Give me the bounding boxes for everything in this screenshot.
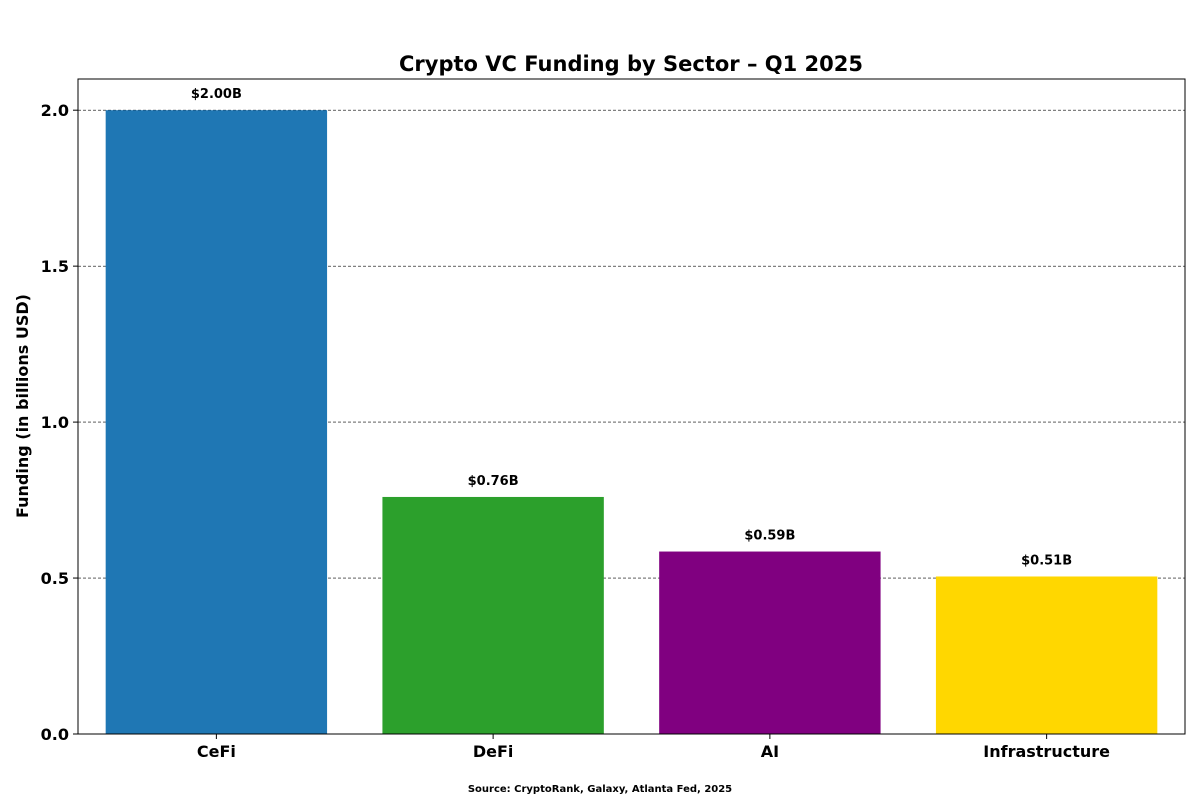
y-tick-label: 0.0 xyxy=(41,725,69,744)
data-label-ai: $0.59B xyxy=(744,529,795,544)
y-tick-label: 1.5 xyxy=(41,257,69,276)
data-label-infrastructure: $0.51B xyxy=(1021,553,1072,568)
bar-cefi xyxy=(105,110,328,734)
x-tick-label-defi: DeFi xyxy=(473,742,514,761)
x-tick-label-infrastructure: Infrastructure xyxy=(983,742,1110,761)
bar-defi xyxy=(382,496,604,734)
data-label-defi: $0.76B xyxy=(468,474,519,489)
data-labels: $2.00B $0.76B $0.59B $0.51B xyxy=(191,87,1072,568)
axes xyxy=(73,78,1186,739)
y-tick-label: 1.0 xyxy=(41,413,69,432)
bar-ai xyxy=(659,551,881,734)
x-tick-label-cefi: CeFi xyxy=(197,742,236,761)
chart-title: Crypto VC Funding by Sector – Q1 2025 xyxy=(399,52,863,76)
bars xyxy=(105,110,1158,734)
data-label-cefi: $2.00B xyxy=(191,87,242,102)
x-tick-label-ai: AI xyxy=(761,742,779,761)
bar-infrastructure xyxy=(935,576,1158,734)
y-axis-label: Funding (in billions USD) xyxy=(13,294,32,518)
tick-labels: 0.0 0.5 1.0 1.5 2.0 CeFi DeFi AI Infrastructure xyxy=(41,101,1110,761)
plot-frame xyxy=(77,78,1186,735)
y-tick-label: 0.5 xyxy=(41,569,69,588)
source-note: Source: CryptoRank, Galaxy, Atlanta Fed,… xyxy=(468,784,732,795)
y-tick-label: 2.0 xyxy=(41,101,69,120)
